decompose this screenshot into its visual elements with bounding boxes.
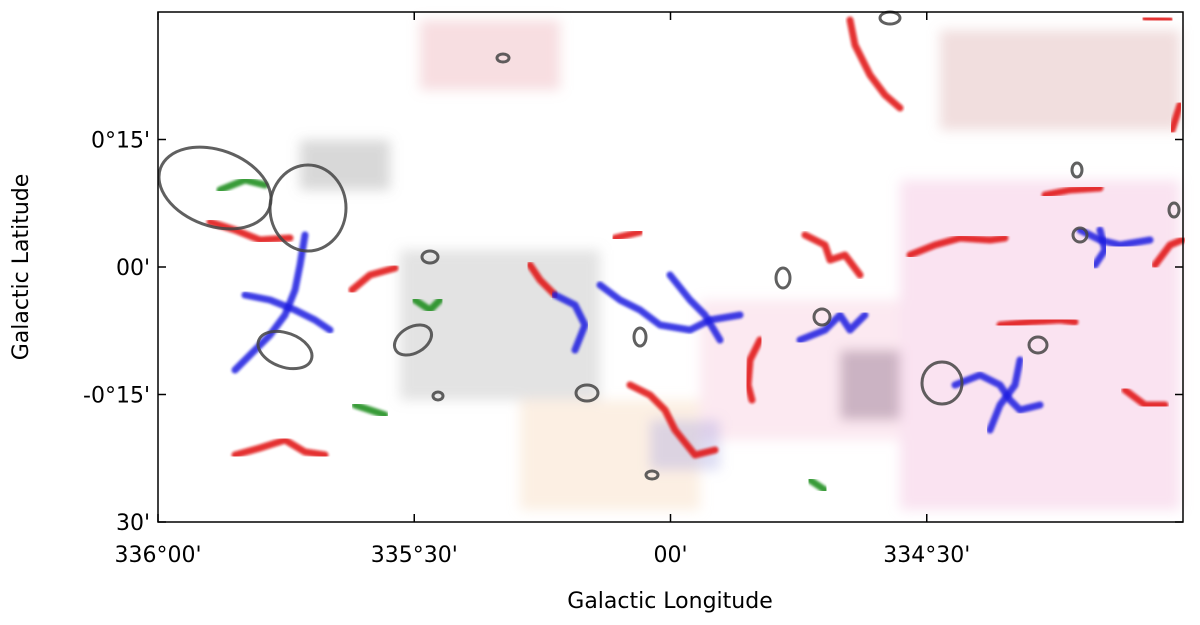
x-tick-label: 335°30' — [371, 543, 458, 568]
y-axis-label: Galactic Latitude — [9, 174, 34, 361]
y-tick-label: -0°15' — [83, 384, 150, 409]
y-tick-label: 00' — [116, 256, 150, 281]
y-tick-label: 30' — [116, 511, 150, 536]
beam-ellipses — [157, 10, 1181, 481]
filaments — [156, 14, 1186, 494]
x-axis-label: Galactic Longitude — [567, 589, 772, 614]
x-tick-label: 334°30' — [883, 543, 970, 568]
y-tick-label: 0°15' — [91, 129, 150, 154]
background-emission — [300, 20, 1180, 510]
x-tick-label: 00' — [653, 543, 687, 568]
x-tick-label: 336°00' — [114, 543, 201, 568]
